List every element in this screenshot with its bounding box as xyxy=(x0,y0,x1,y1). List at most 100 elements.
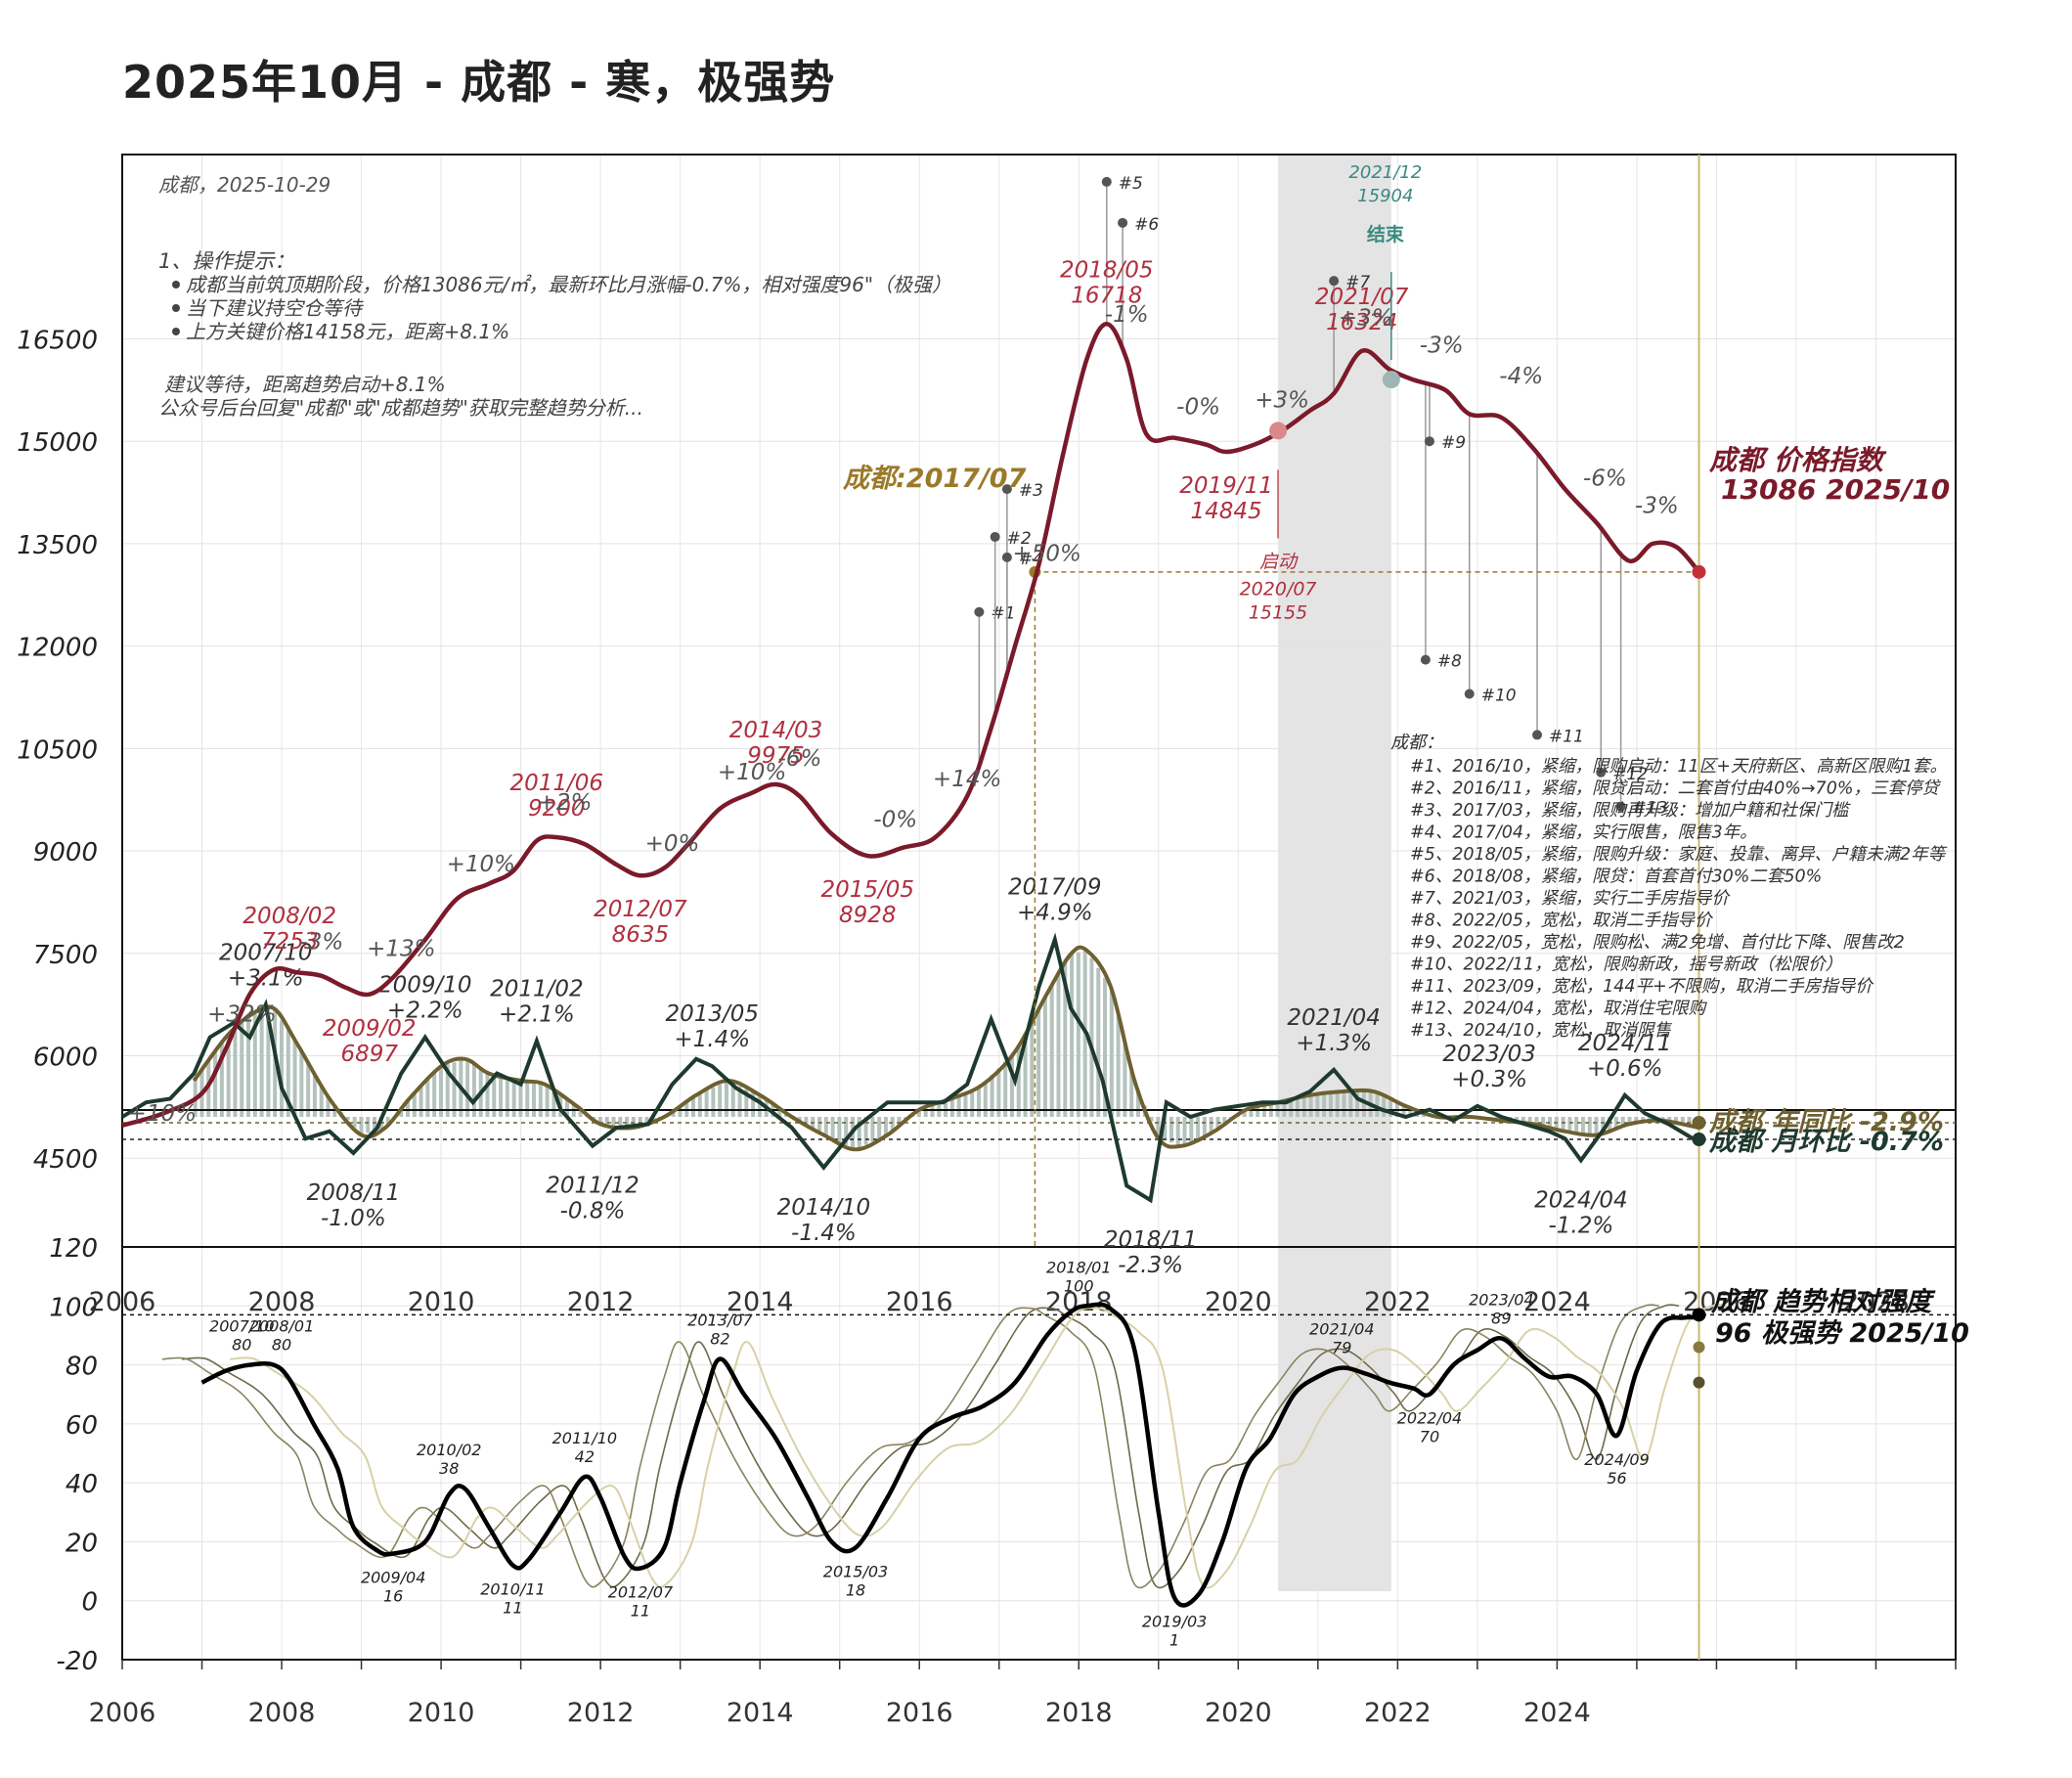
strength-xtick-label: 2024 xyxy=(1523,1287,1591,1317)
event-label: #10 xyxy=(1481,687,1517,706)
price-ann-date: 2008/02 xyxy=(242,904,336,929)
yoy-bar xyxy=(897,1117,902,1127)
mom-peak-value: -1.4% xyxy=(791,1221,857,1246)
event-label: #3 xyxy=(1019,481,1043,501)
yoy-bar xyxy=(797,1117,802,1122)
strength-xtick-label: 2020 xyxy=(1205,1287,1272,1317)
strength-xtick-label: 2014 xyxy=(727,1287,794,1317)
mom-peak-date: 2008/11 xyxy=(307,1180,401,1206)
strength-tick-label: 100 xyxy=(49,1293,98,1322)
event-dot xyxy=(1329,276,1340,287)
yoy-bar xyxy=(857,1117,861,1148)
strength-ann-date: 2010/11 xyxy=(480,1580,545,1599)
segment-pct-label: -6% xyxy=(1583,467,1627,492)
yoy-bar xyxy=(412,1093,417,1117)
strength-ann-value: 100 xyxy=(1064,1276,1094,1295)
yoy-bar xyxy=(226,1035,231,1117)
price-tick-label: 9000 xyxy=(33,838,98,867)
strength-xtick-label: 2008 xyxy=(248,1287,316,1317)
yoy-bar xyxy=(923,1107,928,1117)
policy-header: 成都： xyxy=(1390,733,1443,753)
yoy-bar xyxy=(883,1117,888,1136)
yoy-bar xyxy=(944,1100,948,1117)
yoy-bar xyxy=(804,1117,809,1126)
segment-pct-label: +3% xyxy=(1339,306,1393,332)
yoy-bar xyxy=(844,1117,849,1145)
yoy-bar xyxy=(233,1029,238,1117)
yoy-bar xyxy=(1322,1093,1327,1117)
yoy-bar xyxy=(345,1117,350,1120)
strength-ann-value: 70 xyxy=(1420,1428,1439,1446)
yoy-bar xyxy=(518,1080,523,1117)
yoy-bar xyxy=(711,1087,716,1117)
yoy-bar xyxy=(930,1105,935,1117)
yoy-bar xyxy=(1282,1100,1287,1117)
yoy-bar xyxy=(1574,1117,1579,1133)
segment-pct-label: -3% xyxy=(1420,333,1464,358)
event-dot xyxy=(1118,217,1128,228)
event-dot xyxy=(1596,767,1607,778)
strength-tick-label: 40 xyxy=(66,1470,98,1499)
yoy-bar xyxy=(949,1098,954,1117)
lower-panel-frame xyxy=(121,1246,1957,1661)
yoy-bar xyxy=(1355,1091,1360,1117)
segment-pct-label: -3% xyxy=(299,930,343,956)
yoy-bar xyxy=(963,1091,968,1117)
mom-peak-value: +0.3% xyxy=(1451,1067,1527,1092)
yoy-bar xyxy=(532,1083,537,1117)
event-dot xyxy=(1464,689,1475,699)
segment-pct-label: +10% xyxy=(128,1101,197,1127)
segment-pct-label: +14% xyxy=(933,767,1001,792)
yoy-bar xyxy=(890,1117,895,1132)
yoy-bar xyxy=(1580,1117,1585,1133)
price-tick-label: 7500 xyxy=(33,941,98,970)
mom-peak-value: +1.4% xyxy=(674,1027,750,1052)
mom-peak-value: -0.8% xyxy=(560,1199,626,1224)
yoy-bar xyxy=(1196,1117,1201,1139)
yoy-bar xyxy=(1109,990,1114,1117)
strength-xtick-label: 2010 xyxy=(408,1287,475,1317)
mom-peak-date: 2021/04 xyxy=(1287,1005,1381,1031)
yoy-bar xyxy=(1149,1117,1154,1122)
strength-tick-label: 80 xyxy=(66,1353,98,1382)
yoy-bar xyxy=(273,1009,278,1117)
strength-ann-value: 18 xyxy=(846,1580,865,1599)
mom-end-label: 成都 月环比 -0.7% xyxy=(1708,1127,1944,1157)
yoy-end-marker xyxy=(1692,1116,1706,1130)
yoy-bar xyxy=(744,1089,749,1117)
policy-item: #7、2021/03，紧缩，实行二手房指导价 xyxy=(1410,889,1731,909)
event-label: #13 xyxy=(1633,799,1668,819)
yoy-bar xyxy=(259,1011,264,1117)
mom-peak-value: +0.6% xyxy=(1587,1056,1663,1082)
event-dot xyxy=(974,606,985,617)
price-ann-value: 7253 xyxy=(261,929,319,955)
yoy-bar xyxy=(1375,1092,1380,1117)
segment-pct-label: +10% xyxy=(447,852,515,877)
price-tick-label: 6000 xyxy=(33,1044,98,1073)
yoy-bar xyxy=(279,1020,284,1117)
policy-item: #8、2022/05，宽松，取消二手指导价 xyxy=(1410,911,1714,931)
strength-ann-date: 2023/04 xyxy=(1469,1290,1533,1309)
yoy-bar xyxy=(737,1086,742,1117)
mom-peak-date: 2011/12 xyxy=(546,1174,639,1199)
strength-ann-date: 2011/10 xyxy=(552,1429,617,1447)
strength-tick-label: 0 xyxy=(81,1588,98,1618)
yoy-bar xyxy=(1674,1117,1679,1124)
yoy-bar xyxy=(1156,1117,1161,1138)
strength-end-label: 96 极强势 2025/10 xyxy=(1715,1318,1969,1349)
yoy-bar xyxy=(625,1117,630,1128)
mom-peak-date: 2013/05 xyxy=(665,1001,759,1027)
yoy-bar xyxy=(306,1062,311,1117)
yoy-bar xyxy=(1382,1095,1387,1117)
yoy-bar xyxy=(564,1099,569,1117)
yoy-bar xyxy=(1129,1068,1134,1117)
price-ann-value: 16324 xyxy=(1326,310,1397,335)
yoy-bar xyxy=(996,1068,1001,1117)
strength-ann-value: 16 xyxy=(383,1586,403,1605)
yoy-bar xyxy=(777,1108,782,1117)
segment-pct-label: -1% xyxy=(1105,302,1149,328)
yoy-bar xyxy=(1016,1045,1021,1117)
segment-pct-label: +3% xyxy=(1255,387,1309,413)
yoy-bar xyxy=(471,1064,476,1117)
price-ann-date: 2019/11 xyxy=(1179,473,1273,499)
